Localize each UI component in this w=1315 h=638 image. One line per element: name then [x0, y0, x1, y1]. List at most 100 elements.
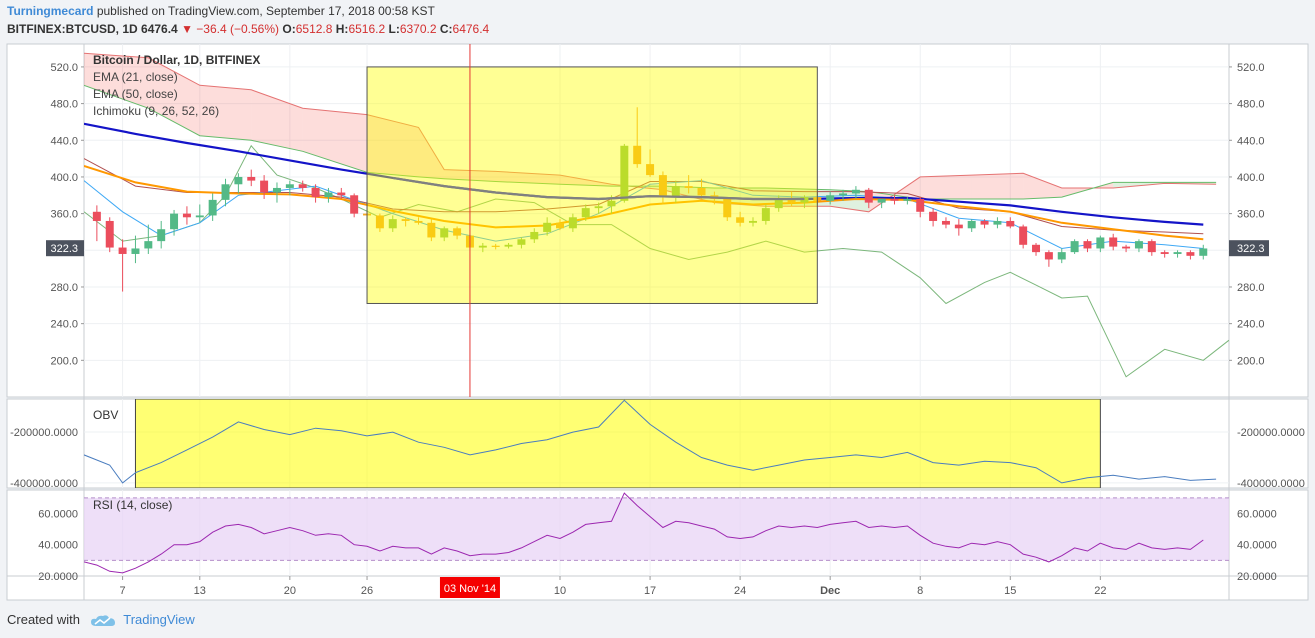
candle-body	[350, 195, 359, 214]
indicator-legend-label: EMA (50, close)	[93, 87, 178, 101]
candle-body	[877, 198, 886, 203]
obv-line	[84, 399, 1217, 484]
candle-body	[1199, 248, 1208, 256]
candle-body	[556, 222, 564, 229]
candle	[646, 149, 655, 177]
rsi-right-tick-label: 60.0000	[1237, 508, 1277, 520]
candle	[375, 213, 384, 232]
candle-body	[633, 145, 642, 165]
time-tick-label: 20	[284, 585, 296, 597]
candle	[633, 107, 642, 168]
candle	[530, 228, 539, 243]
candle	[517, 237, 526, 249]
candle	[993, 217, 1002, 229]
candle-body	[157, 229, 166, 242]
candle-body	[182, 213, 191, 218]
candle-body	[1057, 252, 1066, 260]
candle-body	[749, 220, 757, 223]
candle-body	[504, 244, 513, 247]
candle	[864, 187, 873, 209]
obv-plot-area	[84, 399, 1229, 488]
right-price-tick-label: 440.0	[1237, 135, 1265, 147]
candle-body	[967, 220, 976, 229]
obv-right-tick-label: -200000.0000	[1237, 427, 1305, 439]
candle-body	[684, 186, 693, 188]
left-price-tick-label: 240.0	[50, 319, 78, 331]
tradingview-cloud-icon	[90, 614, 115, 626]
candle	[839, 189, 848, 201]
time-tick-label: Dec	[820, 585, 840, 597]
candle	[260, 175, 269, 199]
time-axis-bg	[6, 575, 1309, 601]
candle-body	[736, 217, 745, 223]
last-price: 6476.4	[141, 22, 178, 36]
candle-body	[993, 220, 1002, 225]
rsi-plot-area	[84, 492, 1229, 574]
indicator-legend-label: EMA (21, close)	[93, 70, 178, 84]
candle-body	[620, 145, 629, 201]
candle-body	[375, 215, 384, 229]
candle	[594, 202, 603, 214]
candle-body	[260, 180, 269, 193]
candle	[272, 182, 281, 203]
candle-body	[427, 222, 436, 238]
candle	[1032, 242, 1041, 256]
author-link[interactable]: Turningmecard	[7, 4, 94, 18]
candle	[581, 204, 590, 221]
rsi-right-tick-label: 20.0000	[1237, 571, 1277, 583]
candle-body	[1044, 252, 1053, 260]
right-price-tick-label: 240.0	[1237, 319, 1265, 331]
candle-body	[478, 245, 487, 248]
candle-body	[105, 220, 114, 248]
left-price-tick-label: 520.0	[50, 62, 78, 74]
candle-body	[298, 184, 307, 188]
candle	[1122, 244, 1131, 253]
left-price-tick-label: 280.0	[50, 282, 78, 294]
cloud-bear-fill	[148, 57, 200, 136]
candle	[414, 217, 423, 225]
tradingview-link[interactable]: TradingView	[123, 612, 195, 627]
time-tick-label: 13	[194, 585, 206, 597]
cloud-bear-fill	[84, 53, 149, 109]
candle-body	[530, 231, 539, 240]
candle	[1147, 239, 1156, 256]
candle	[1173, 250, 1182, 258]
candle-body	[517, 239, 526, 245]
candle	[182, 206, 191, 225]
candle-body	[851, 189, 860, 194]
candle	[1044, 250, 1053, 267]
candle-body	[1173, 252, 1182, 254]
candle	[1083, 239, 1092, 253]
candle	[144, 224, 153, 254]
candle	[440, 226, 449, 242]
publish-text: published on TradingView.com, September …	[96, 4, 435, 18]
candle-body	[723, 198, 732, 218]
candle	[1019, 224, 1028, 249]
rsi-band-fill	[84, 497, 1229, 561]
candle-body	[787, 198, 796, 203]
close-value: 6476.4	[452, 22, 490, 36]
candle-body	[864, 189, 873, 203]
candle-body	[491, 245, 500, 247]
candle	[929, 208, 938, 227]
candle-body	[440, 228, 449, 238]
candle	[1096, 235, 1105, 253]
candle	[504, 242, 513, 249]
candle	[761, 204, 770, 225]
candle-body	[311, 187, 320, 198]
candle-body	[118, 247, 127, 254]
candle-body	[800, 197, 809, 203]
candle	[1109, 233, 1118, 251]
candle-body	[671, 186, 680, 198]
time-tick-label: 15	[1004, 585, 1016, 597]
right-last-price-label: 322.3	[1237, 243, 1265, 255]
candle-body	[324, 192, 333, 198]
candle-body	[1006, 220, 1015, 227]
cloud-bear-fill	[418, 127, 445, 179]
candle	[170, 209, 179, 236]
obv-left-tick-label: -200000.0000	[10, 427, 78, 439]
high-label: H:	[335, 22, 349, 36]
price-change: −36.4 (−0.56%)	[196, 22, 280, 36]
candle	[1070, 239, 1079, 254]
